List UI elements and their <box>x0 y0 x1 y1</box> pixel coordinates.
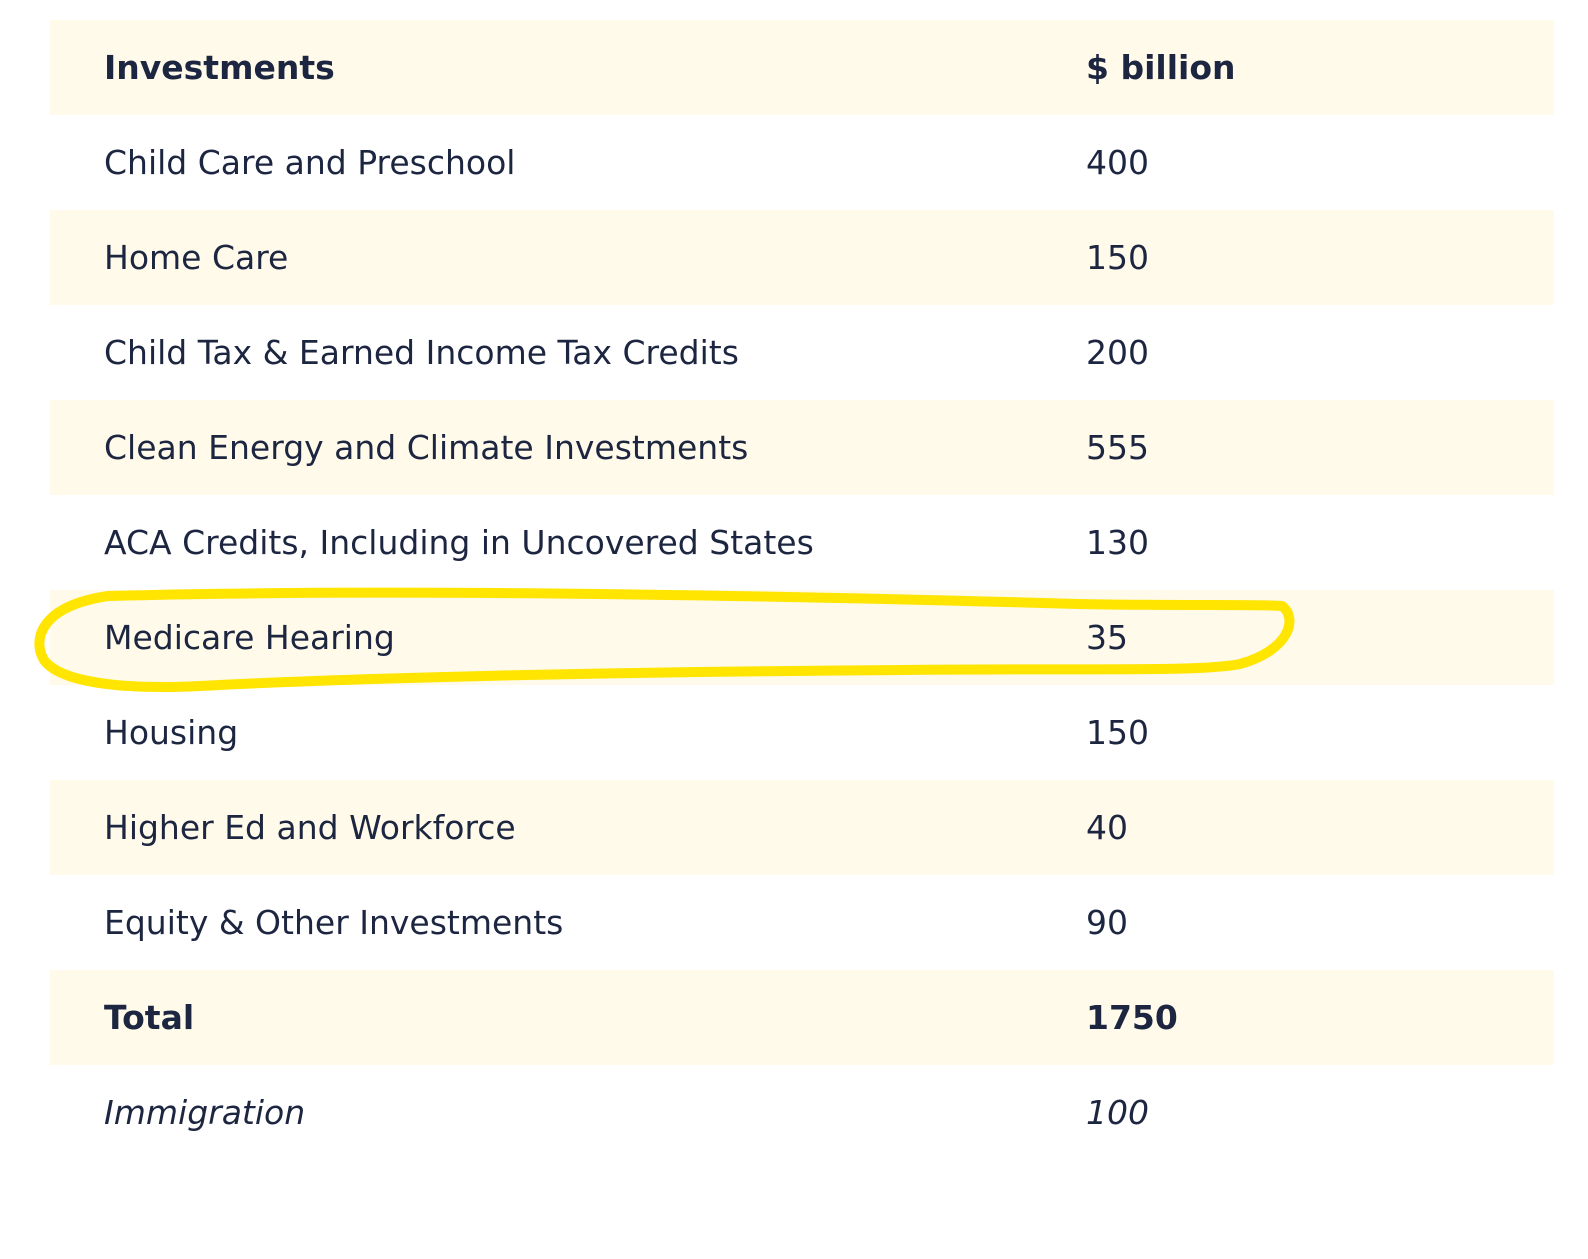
table-row: ACA Credits, Including in Uncovered Stat… <box>50 495 1554 590</box>
column-header-billion: $ billion <box>1086 48 1236 87</box>
table-extra-row: Immigration 100 <box>50 1065 1554 1160</box>
row-value: 555 <box>1086 428 1149 467</box>
row-value: 150 <box>1086 238 1149 277</box>
table-row: Higher Ed and Workforce 40 <box>50 780 1554 875</box>
table-header-row: Investments $ billion <box>50 20 1554 115</box>
row-value: 35 <box>1086 618 1128 657</box>
row-label: ACA Credits, Including in Uncovered Stat… <box>104 523 814 562</box>
column-header-investments: Investments <box>104 48 335 87</box>
row-label: Child Tax & Earned Income Tax Credits <box>104 333 739 372</box>
extra-value: 100 <box>1086 1093 1149 1132</box>
row-label: Medicare Hearing <box>104 618 395 657</box>
table-row: Child Tax & Earned Income Tax Credits 20… <box>50 305 1554 400</box>
row-label: Home Care <box>104 238 289 277</box>
table-row: Housing 150 <box>50 685 1554 780</box>
table-row: Child Care and Preschool 400 <box>50 115 1554 210</box>
row-label: Equity & Other Investments <box>104 903 564 942</box>
row-value: 130 <box>1086 523 1149 562</box>
row-label: Higher Ed and Workforce <box>104 808 516 847</box>
row-value: 200 <box>1086 333 1149 372</box>
row-label: Clean Energy and Climate Investments <box>104 428 749 467</box>
extra-label: Immigration <box>104 1093 306 1132</box>
row-value: 40 <box>1086 808 1128 847</box>
row-label: Housing <box>104 713 239 752</box>
table-row: Equity & Other Investments 90 <box>50 875 1554 970</box>
total-value: 1750 <box>1086 998 1178 1037</box>
row-value: 90 <box>1086 903 1128 942</box>
total-label: Total <box>104 998 195 1037</box>
row-label: Child Care and Preschool <box>104 143 516 182</box>
row-value: 150 <box>1086 713 1149 752</box>
row-value: 400 <box>1086 143 1149 182</box>
table-row: Clean Energy and Climate Investments 555 <box>50 400 1554 495</box>
investments-table: Investments $ billion Child Care and Pre… <box>50 20 1554 1160</box>
table-row: Home Care 150 <box>50 210 1554 305</box>
table-total-row: Total 1750 <box>50 970 1554 1065</box>
table-row-highlighted: Medicare Hearing 35 <box>50 590 1554 685</box>
